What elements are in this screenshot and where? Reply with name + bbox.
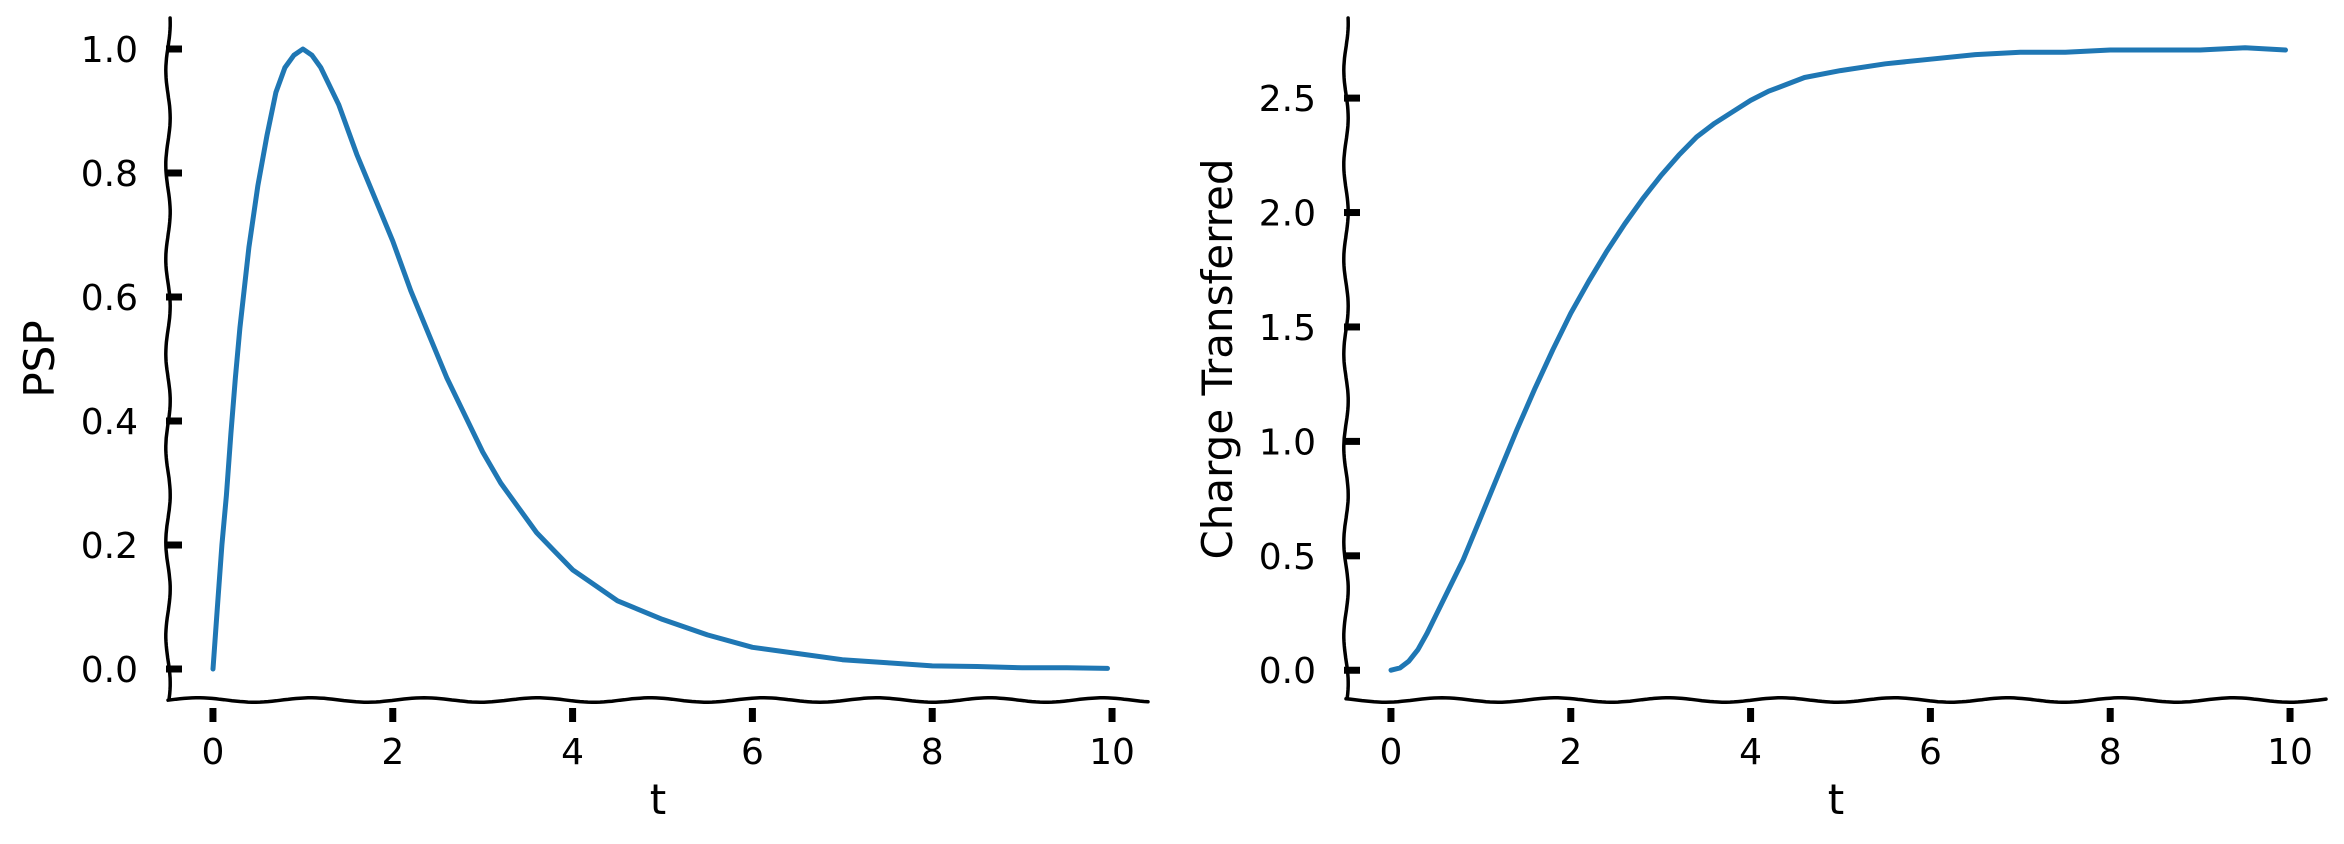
y-tick-label: 0.0 [81, 650, 138, 691]
x-tick-label: 4 [1739, 732, 1762, 773]
y-tick-label: 0.6 [81, 278, 138, 319]
charge-series-line [1388, 45, 2288, 673]
x-axis-label: t [1828, 775, 1844, 824]
x-tick-label: 0 [202, 732, 225, 773]
x-axis-label: t [650, 775, 666, 824]
y-axis-spine [164, 16, 172, 700]
y-axis-spine [1342, 16, 1350, 700]
y-tick-label: 0.5 [1259, 537, 1316, 578]
x-tick-label: 6 [741, 732, 764, 773]
psp-series-line [210, 46, 1110, 672]
y-tick-label: 0.0 [1259, 651, 1316, 692]
x-axis-spine [1344, 696, 2328, 704]
tick-group: 0 2 4 6 8 10 0.0 0.2 0.4 0.6 0.8 1.0 [81, 30, 1135, 773]
y-tick-label: 2.5 [1259, 79, 1316, 120]
y-axis-label: Charge Transferred [1193, 158, 1242, 559]
psp-panel: 0 2 4 6 8 10 0.0 0.2 0.4 0.6 0.8 1.0 t PSP [15, 16, 1150, 824]
y-tick-label: 0.2 [81, 526, 138, 567]
x-tick-label: 10 [2267, 732, 2313, 773]
charge-panel: 0 2 4 6 8 10 0.0 0.5 1.0 1.5 2.0 2.5 t Charge Trans… [1193, 16, 2328, 824]
y-tick-label: 1.0 [81, 30, 138, 71]
x-tick-label: 8 [921, 732, 944, 773]
x-tick-label: 4 [561, 732, 584, 773]
y-tick-label: 0.8 [81, 154, 138, 195]
x-tick-label: 2 [381, 732, 404, 773]
y-axis-label: PSP [15, 320, 64, 397]
y-tick-label: 2.0 [1259, 194, 1316, 235]
x-tick-label: 0 [1380, 732, 1403, 773]
y-tick-label: 1.5 [1259, 308, 1316, 349]
y-tick-label: 1.0 [1259, 422, 1316, 463]
y-tick-label: 0.4 [81, 402, 138, 443]
tick-group: 0 2 4 6 8 10 0.0 0.5 1.0 1.5 2.0 2.5 [1259, 79, 2313, 773]
x-tick-label: 6 [1919, 732, 1942, 773]
x-axis-spine [166, 696, 1150, 704]
x-tick-label: 2 [1559, 732, 1582, 773]
x-tick-label: 10 [1089, 732, 1135, 773]
x-tick-label: 8 [2099, 732, 2122, 773]
